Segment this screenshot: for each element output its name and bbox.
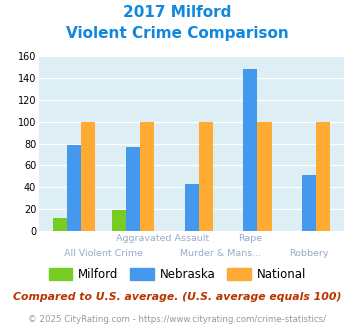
Text: © 2025 CityRating.com - https://www.cityrating.com/crime-statistics/: © 2025 CityRating.com - https://www.city… (28, 315, 327, 324)
Text: Robbery: Robbery (289, 249, 329, 258)
Legend: Milford, Nebraska, National: Milford, Nebraska, National (44, 263, 311, 286)
Text: 2017 Milford: 2017 Milford (123, 5, 232, 20)
Text: Violent Crime Comparison: Violent Crime Comparison (66, 26, 289, 41)
Bar (199, 122, 213, 231)
Bar (112, 210, 126, 231)
Text: Aggravated Assault: Aggravated Assault (116, 234, 209, 243)
Bar (257, 122, 272, 231)
Bar (53, 218, 67, 231)
Text: Compared to U.S. average. (U.S. average equals 100): Compared to U.S. average. (U.S. average … (13, 292, 342, 302)
Bar (244, 69, 257, 231)
Bar (140, 122, 154, 231)
Text: Rape: Rape (238, 234, 262, 243)
Bar (316, 122, 330, 231)
Bar (126, 147, 140, 231)
Bar (302, 175, 316, 231)
Text: All Violent Crime: All Violent Crime (64, 249, 143, 258)
Bar (81, 122, 95, 231)
Bar (67, 145, 81, 231)
Bar (185, 184, 199, 231)
Text: Murder & Mans...: Murder & Mans... (180, 249, 262, 258)
